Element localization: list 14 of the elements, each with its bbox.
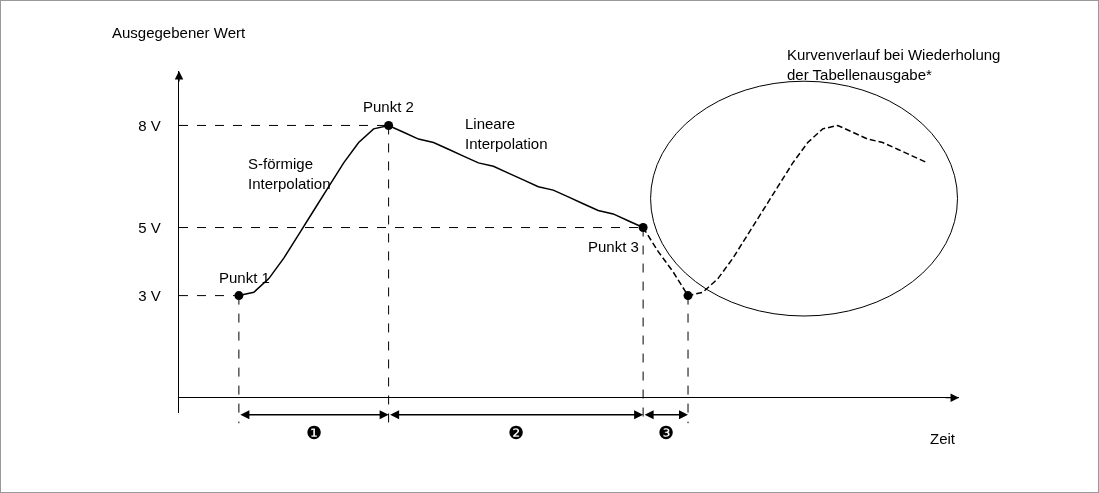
y-tick-label: 3 V <box>138 286 161 304</box>
text: ❸ <box>658 423 674 443</box>
text: ❶ <box>306 423 322 443</box>
point <box>384 120 394 130</box>
annotation: S-förmige Interpolation <box>248 155 331 192</box>
text: ❷ <box>508 423 524 443</box>
annotation: Punkt 2 <box>363 98 414 115</box>
annotation: Kurvenverlauf bei Wiederholung der Tabellenausgabe* <box>787 46 1001 83</box>
annotation: Lineare Interpolation <box>465 115 548 152</box>
y-tick-label: 8 V <box>138 116 161 134</box>
annotation: Punkt 3 <box>588 238 639 255</box>
y-axis-title: Ausgegebener Wert <box>112 24 246 41</box>
y-tick-label: 5 V <box>138 218 161 236</box>
x-axis-title: Zeit <box>930 430 956 447</box>
